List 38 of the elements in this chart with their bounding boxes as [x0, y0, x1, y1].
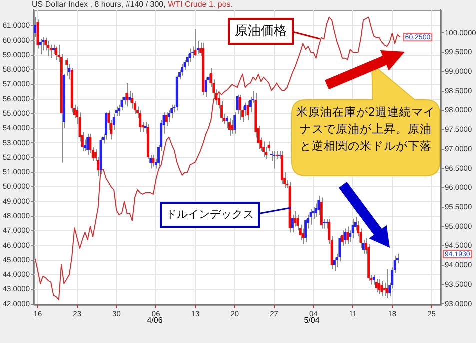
candlestick [318, 195, 320, 216]
candlestick [333, 257, 336, 272]
candlestick [346, 226, 349, 245]
annotation: 米原油在庫が2週連続マイナスで原油が上昇。原油と逆相関の米ドルが下落 [296, 104, 436, 155]
candlestick [231, 120, 234, 134]
candlestick [238, 94, 242, 121]
annotation: 原油価格 [228, 18, 294, 45]
candlestick [262, 141, 265, 158]
candlestick [291, 214, 294, 234]
candlestick [228, 118, 231, 136]
candlestick [47, 40, 50, 57]
candlestick [105, 112, 108, 140]
text: 4/06 [146, 316, 164, 326]
candlestick [378, 278, 380, 296]
candlestick [86, 133, 90, 156]
annotation: ドルインデックス [160, 202, 260, 228]
candlestick [55, 46, 58, 61]
candlestick [42, 36, 44, 52]
candlestick [386, 268, 388, 299]
text: 5/04 [303, 316, 321, 326]
candlestick [139, 110, 142, 132]
candlestick [380, 280, 384, 297]
candlestick [116, 106, 118, 117]
candlestick [181, 64, 184, 76]
candlestick [234, 112, 236, 134]
candlestick [34, 16, 36, 38]
candlestick [273, 150, 276, 170]
candlestick [304, 218, 307, 243]
chart-title: US Dollar Index , 8 hours, #140 / 300, [32, 0, 166, 9]
candlestick [126, 83, 128, 108]
candlestick [296, 214, 300, 232]
candlestick [344, 228, 346, 245]
candlestick [165, 112, 168, 127]
candlestick [189, 48, 192, 63]
candlestick [375, 278, 378, 294]
candlestick [170, 104, 174, 119]
candlestick [66, 58, 68, 76]
text: WTI Crude 1. pos. [167, 0, 233, 9]
